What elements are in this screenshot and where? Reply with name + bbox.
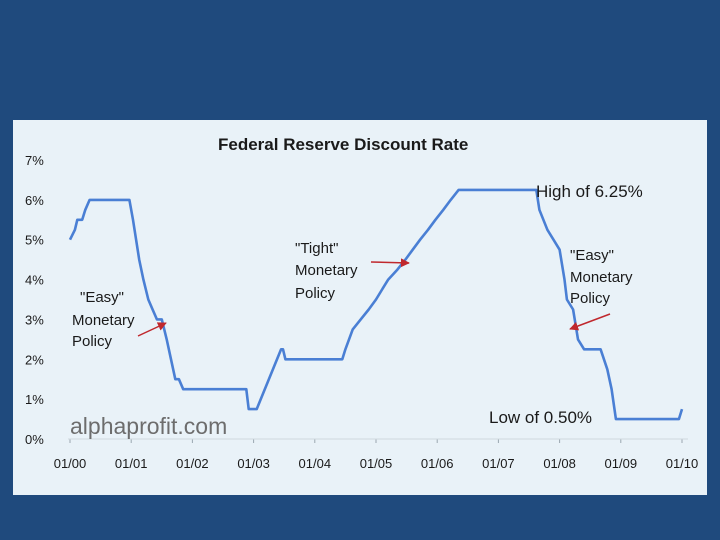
y-tick-label: 1% [25, 392, 44, 407]
x-tick-label: 01/00 [54, 456, 87, 471]
high-annotation: High of 6.25% [536, 182, 643, 201]
x-tick-label: 01/04 [299, 456, 332, 471]
x-axis-ticks: 01/00 01/01 01/02 01/03 01/04 01/05 01/06 01/07… [54, 439, 699, 471]
x-tick-label: 01/03 [237, 456, 270, 471]
y-tick-label: 4% [25, 273, 44, 288]
chart-panel: Federal Reserve Discount Rate 0% 1% 2% 3% 4%… [13, 120, 707, 495]
x-tick-label: 01/07 [482, 456, 515, 471]
x-tick-label: 01/06 [421, 456, 454, 471]
annotation-arrow [569, 313, 611, 331]
annotation-line: Monetary [570, 269, 633, 286]
chart-svg: Federal Reserve Discount Rate 0% 1% 2% 3% 4%… [25, 135, 699, 471]
series-layer [68, 188, 684, 421]
annotation-line: Monetary [72, 312, 135, 329]
y-tick-label: 3% [25, 312, 44, 327]
y-axis-ticks: 0% 1% 2% 3% 4% 5% 6% 7% [25, 153, 44, 447]
annotation-line: Policy [295, 285, 336, 302]
x-tick-label: 01/02 [176, 456, 209, 471]
annotation-line: Policy [570, 290, 611, 307]
x-tick-label: 01/10 [666, 456, 699, 471]
easy-policy-annotation-2: "Easy" Monetary Policy [569, 247, 633, 331]
y-tick-label: 6% [25, 193, 44, 208]
annotation-line: Monetary [295, 262, 358, 279]
annotation-arrow [370, 258, 410, 268]
annotation-line: "Tight" [295, 240, 338, 257]
annotation-line: "Easy" [570, 247, 614, 264]
easy-policy-annotation-1: "Easy" Monetary Policy [72, 289, 167, 350]
y-tick-label: 7% [25, 153, 44, 168]
x-tick-label: 01/05 [360, 456, 393, 471]
chart-title: Federal Reserve Discount Rate [218, 135, 468, 154]
annotation-line: "Easy" [80, 289, 124, 306]
x-tick-label: 01/08 [543, 456, 576, 471]
y-tick-label: 0% [25, 432, 44, 447]
y-tick-label: 2% [25, 352, 44, 367]
tight-policy-annotation: "Tight" Monetary Policy [295, 240, 410, 302]
low-annotation: Low of 0.50% [489, 408, 592, 427]
y-tick-label: 5% [25, 233, 44, 248]
annotation-arrow [137, 322, 167, 337]
watermark: alphaprofit.com [70, 413, 227, 439]
x-tick-label: 01/09 [605, 456, 638, 471]
discount-rate-line [68, 188, 684, 421]
x-tick-label: 01/01 [115, 456, 148, 471]
annotation-line: Policy [72, 333, 113, 350]
